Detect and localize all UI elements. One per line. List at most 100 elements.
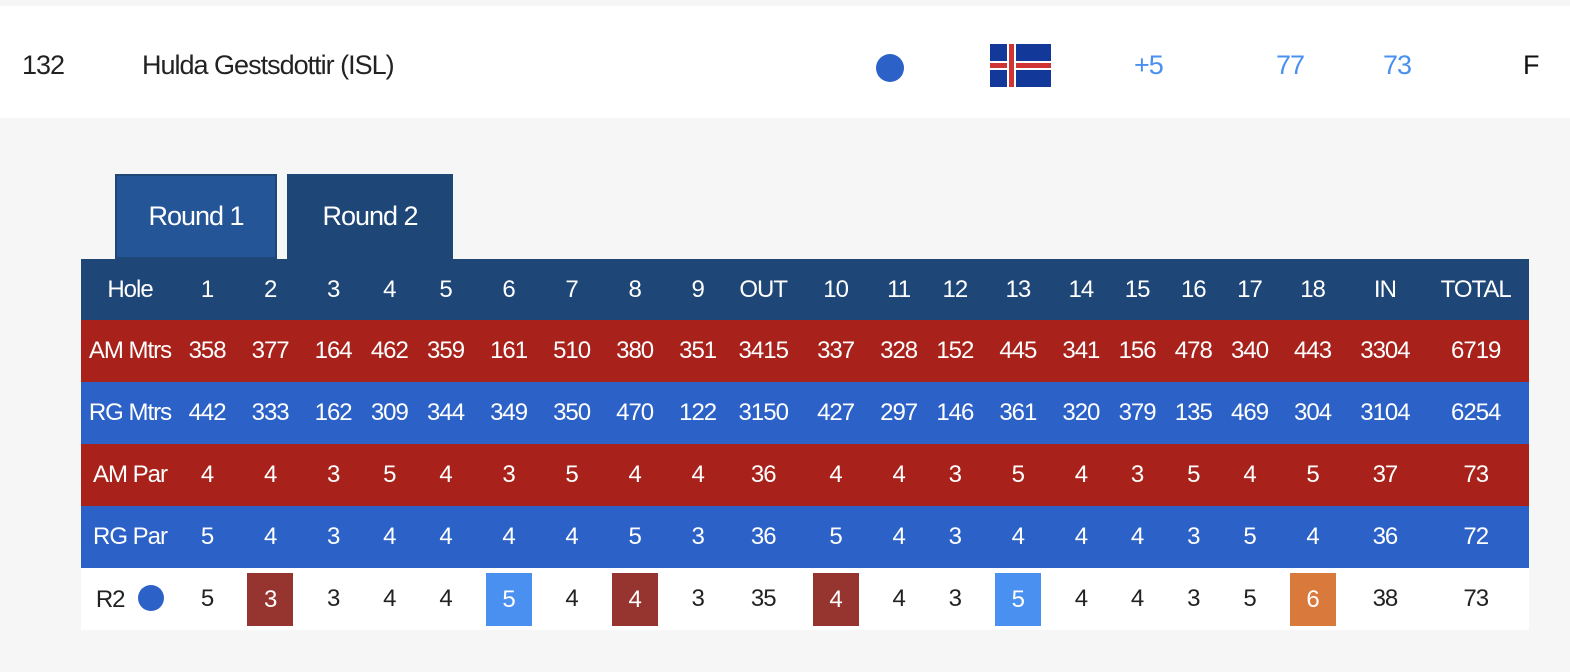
table-cell: 320 (1052, 382, 1109, 444)
score-value: 4 (611, 572, 658, 626)
header-cell: 16 (1165, 259, 1222, 320)
player-name[interactable]: Hulda Gestsdottir (ISL) (142, 50, 395, 80)
round1-score: 77 (1276, 50, 1305, 80)
table-cell: 358 (179, 320, 236, 382)
table-cell: 3 (926, 444, 983, 506)
score-cell: 3 (235, 568, 306, 630)
table-cell: 4 (870, 444, 927, 506)
table-cell: 3 (305, 444, 362, 506)
table-cell: 122 (669, 382, 726, 444)
table-cell: 3 (473, 444, 544, 506)
table-cell: 4 (982, 506, 1053, 568)
score-value: 3 (1187, 585, 1200, 612)
round2-score: 73 (1383, 50, 1412, 80)
header-cell: 9 (669, 259, 726, 320)
score-cell: 4 (543, 568, 600, 630)
header-cell: TOTAL (1422, 259, 1529, 320)
table-cell: 351 (669, 320, 726, 382)
score-cell: 4 (800, 568, 871, 630)
score-cell: 4 (599, 568, 670, 630)
row-label: AM Par (81, 444, 179, 506)
table-cell: 333 (235, 382, 306, 444)
table-cell: 350 (543, 382, 600, 444)
table-cell: 5 (179, 506, 236, 568)
header-cell: 3 (305, 259, 362, 320)
score-cell: 35 (725, 568, 801, 630)
table-cell: 4 (417, 506, 474, 568)
score-cell: 4 (1108, 568, 1166, 630)
score-value: 5 (485, 572, 532, 626)
table-cell: 4 (800, 444, 871, 506)
score-cell: 3 (669, 568, 726, 630)
row-label: AM Mtrs (81, 320, 179, 382)
table-cell: 361 (982, 382, 1053, 444)
score-value: 5 (994, 572, 1041, 626)
score-cell: 3 (305, 568, 362, 630)
table-cell: 304 (1277, 382, 1348, 444)
score-value: 73 (1463, 585, 1489, 612)
table-cell: 4 (235, 506, 306, 568)
table-cell: 442 (179, 382, 236, 444)
header-cell: 6 (473, 259, 544, 320)
header-cell: 15 (1108, 259, 1166, 320)
table-row: AM Mtrs 358 377 164 462 359 161 510 380 351 3415 33… (81, 320, 1529, 382)
table-row: RG Mtrs 442 333 162 309 344 349 350 470 122 3150 42… (81, 382, 1529, 444)
header-cell: IN (1347, 259, 1423, 320)
score-value: 5 (1243, 585, 1256, 612)
header-cell: Hole (81, 259, 179, 320)
score-cell: 5 (179, 568, 236, 630)
table-cell: 4 (599, 444, 670, 506)
score-value: 4 (1130, 585, 1144, 612)
score-value: 38 (1372, 585, 1399, 612)
score-value: 35 (750, 585, 777, 612)
table-cell: 4 (543, 506, 600, 568)
header-cell: 2 (235, 259, 306, 320)
table-row: RG Par 5 4 3 4 4 4 4 5 3 36 5 4 3 4 4 4 3 5 4 36 72 (81, 506, 1529, 568)
table-cell: 156 (1108, 320, 1166, 382)
table-cell: 72 (1422, 506, 1529, 568)
table-cell: 4 (1052, 444, 1109, 506)
score-value: 4 (1074, 585, 1088, 612)
status-dot-icon (138, 584, 165, 611)
header-cell: 18 (1277, 259, 1348, 320)
scorecard-table: Hole 1 2 3 4 5 6 7 8 9 OUT 10 11 12 13 14 15 16 17 18 IN TOTA… (81, 259, 1529, 630)
header-cell: 13 (982, 259, 1053, 320)
table-cell: 349 (473, 382, 544, 444)
table-cell: 5 (543, 444, 600, 506)
table-cell: 4 (235, 444, 306, 506)
table-cell: 309 (361, 382, 418, 444)
table-cell: 3104 (1347, 382, 1423, 444)
header-row: Hole 1 2 3 4 5 6 7 8 9 OUT 10 11 12 13 14 15 16 17 18 IN TOTA… (81, 259, 1529, 320)
player-row[interactable]: 132 Hulda Gestsdottir (ISL) +5 77 73 F (0, 6, 1570, 118)
score-value: 4 (565, 585, 578, 612)
score-cell: 5 (473, 568, 544, 630)
table-cell: 4 (1221, 444, 1278, 506)
score-cell: 73 (1422, 568, 1529, 630)
table-cell: 379 (1108, 382, 1166, 444)
table-cell: 5 (1221, 506, 1278, 568)
row-label: RG Mtrs (81, 382, 179, 444)
table-cell: 328 (870, 320, 927, 382)
header-cell: 17 (1221, 259, 1278, 320)
table-cell: 4 (669, 444, 726, 506)
table-cell: 36 (725, 506, 801, 568)
table-cell: 5 (1165, 444, 1222, 506)
score-cell: 38 (1347, 568, 1423, 630)
status-dot-icon (876, 54, 904, 82)
table-cell: 37 (1347, 444, 1423, 506)
score-value: 3 (326, 585, 340, 612)
table-cell: 3304 (1347, 320, 1423, 382)
tab-round-2[interactable]: Round 2 (287, 174, 453, 259)
thru-status: F (1523, 50, 1539, 80)
to-par: +5 (1134, 50, 1164, 80)
score-cell: 3 (926, 568, 983, 630)
table-cell: 462 (361, 320, 418, 382)
table-cell: 3 (669, 506, 726, 568)
score-cell: 4 (361, 568, 418, 630)
table-cell: 4 (361, 506, 418, 568)
score-value: 3 (948, 585, 962, 612)
table-cell: 4 (1052, 506, 1109, 568)
score-cell: 5 (1221, 568, 1278, 630)
tab-round-1[interactable]: Round 1 (115, 174, 277, 259)
score-value: 5 (200, 585, 214, 612)
